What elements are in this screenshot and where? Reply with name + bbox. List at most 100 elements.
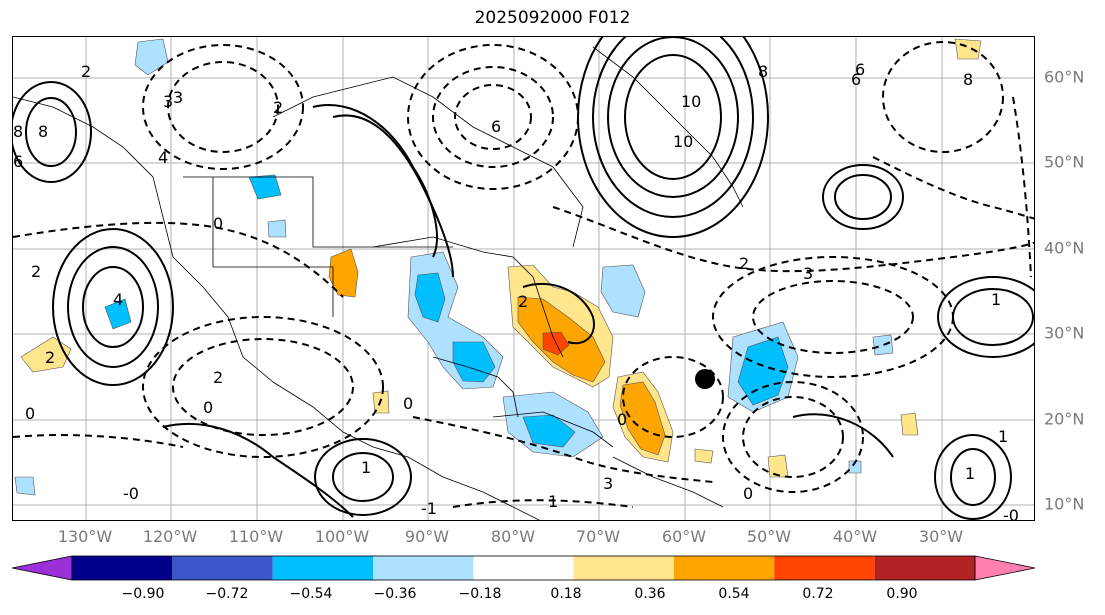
map-title: 2025092000 F012 <box>474 8 631 28</box>
negative-anomaly-atlantic-east-core <box>737 336 789 406</box>
contour-label: 0 <box>203 398 213 417</box>
lat-label: 20°N <box>1044 409 1085 429</box>
colorbar-frame <box>71 555 976 581</box>
negative-anomaly-gulf-core <box>414 272 446 323</box>
lon-label: 50°W <box>746 527 792 546</box>
contours-dashed <box>13 41 1034 508</box>
negative-anomaly-gulf-core-2 <box>452 341 496 383</box>
contour-label: 0 <box>213 214 223 233</box>
negative-anomaly-bahamas <box>600 264 646 318</box>
contour-label: -1 <box>421 499 437 518</box>
colorbar-segment <box>373 556 474 580</box>
positive-anomaly-rockies <box>328 248 359 298</box>
contour-label: 3 <box>803 264 813 283</box>
contour-label: 3 <box>163 92 173 111</box>
colorbar-tick: 0.18 <box>550 586 582 602</box>
lat-label: 60°N <box>1044 67 1085 87</box>
contour-label: 3 <box>603 474 613 493</box>
lat-label: 50°N <box>1044 152 1085 172</box>
map-panel: 2 3 4 6 8 10 0 -0 1 2 3 4 6 8 0 0 2 1 3 … <box>12 36 1035 521</box>
colorbar-segment <box>674 556 775 580</box>
contour-label: 4 <box>113 290 123 309</box>
colorbar-tick: 0.72 <box>802 586 834 602</box>
positive-anomaly-small-2 <box>767 454 789 478</box>
contour-label: -0 <box>123 484 139 503</box>
colorbar-tick: −0.18 <box>458 586 502 602</box>
colorbar <box>11 555 1036 581</box>
negative-anomaly-canada <box>134 38 169 76</box>
colorbar-segment <box>473 556 574 580</box>
colorbar-segment <box>573 556 674 580</box>
contour-label: 3 <box>173 88 183 107</box>
negative-anomaly-small-2 <box>14 476 36 496</box>
shaded-fields <box>14 38 982 496</box>
colorbar-tick: 0.54 <box>718 586 750 602</box>
colorbar-tick: 0.90 <box>886 586 918 602</box>
contour-label: 1 <box>361 458 371 477</box>
positive-anomaly-small-4 <box>694 448 714 464</box>
colorbar-segment <box>72 556 173 580</box>
lon-label: 120°W <box>142 527 198 546</box>
colorbar-segment <box>874 556 975 580</box>
colorbar-tick: −0.54 <box>289 586 333 602</box>
contour-label: 2 <box>45 348 55 367</box>
colorbar-segment <box>774 556 875 580</box>
lon-label: 130°W <box>57 527 113 546</box>
contour-label: 1 <box>998 427 1008 446</box>
lon-label: 80°W <box>490 527 536 546</box>
contour-label: 2 <box>739 254 749 273</box>
positive-anomaly-small-1 <box>954 38 982 60</box>
lat-label: 40°N <box>1044 238 1085 258</box>
contour-label: 2 <box>31 262 41 281</box>
contour-label: 10 <box>673 132 693 151</box>
contours-solid <box>13 37 1034 520</box>
lat-label: 10°N <box>1044 494 1085 514</box>
colorbar-tick: −0.36 <box>373 586 417 602</box>
contour-label: 0 <box>25 404 35 423</box>
lon-label: 60°W <box>661 527 707 546</box>
contour-label: 8 <box>758 62 768 81</box>
contour-label: 2 <box>273 98 283 117</box>
contour-label: 2 <box>213 368 223 387</box>
storm-position-marker <box>695 369 715 389</box>
contour-label: -0 <box>1003 506 1019 521</box>
contour-label-layer: 2 3 4 6 8 10 0 -0 1 2 3 4 6 8 0 0 2 1 3 … <box>13 60 1019 521</box>
contour-label: 1 <box>965 464 975 483</box>
lon-label: 90°W <box>404 527 450 546</box>
contour-label: 8 <box>38 122 48 141</box>
lon-label: 40°W <box>832 527 878 546</box>
colorbar-extend-high <box>974 555 1036 581</box>
lon-label: 30°W <box>918 527 964 546</box>
contour-label: 8 <box>13 122 23 141</box>
lon-label: 70°W <box>575 527 621 546</box>
colorbar-extend-low <box>11 555 73 581</box>
contour-label: 4 <box>158 148 168 167</box>
contour-label: 2 <box>81 62 91 81</box>
colorbar-segment <box>272 556 373 580</box>
colorbar-tick: 0.36 <box>634 586 666 602</box>
contour-label: 6 <box>855 60 865 79</box>
coastlines <box>13 46 744 520</box>
colorbar-segment <box>172 556 273 580</box>
contour-label: 0 <box>403 394 413 413</box>
contour-label: 8 <box>963 70 973 89</box>
map-canvas: 2 3 4 6 8 10 0 -0 1 2 3 4 6 8 0 0 2 1 3 … <box>13 37 1034 521</box>
contour-label: 2 <box>518 292 528 311</box>
negative-anomaly-pacific <box>104 298 132 330</box>
negative-anomaly-caribbean-core <box>522 414 576 448</box>
negative-anomaly-small-1 <box>872 334 894 356</box>
negative-anomaly-plains <box>248 174 282 200</box>
positive-anomaly-small-3 <box>900 412 919 436</box>
contour-label: 0 <box>617 410 627 429</box>
colorbar-tick: −0.90 <box>121 586 165 602</box>
contour-label: 1 <box>991 290 1001 309</box>
positive-anomaly-atlantic-core <box>619 381 666 456</box>
colorbar-tick: −0.72 <box>205 586 249 602</box>
contour-label: 0 <box>743 484 753 503</box>
contour-label: 6 <box>851 70 861 89</box>
negative-anomaly-small-3 <box>267 219 287 238</box>
contour-label: 6 <box>13 152 23 171</box>
contour-label: 10 <box>681 92 701 111</box>
contour-label: 6 <box>491 117 501 136</box>
lon-label: 110°W <box>228 527 284 546</box>
